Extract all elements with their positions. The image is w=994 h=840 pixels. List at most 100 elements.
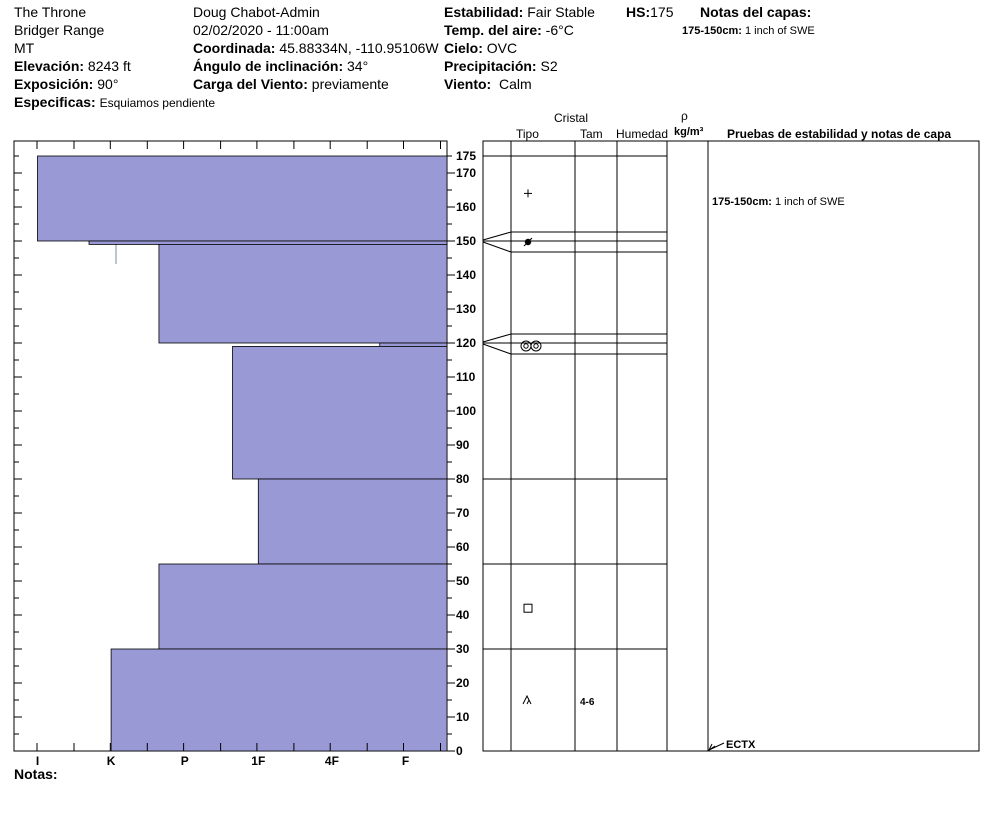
layer-comment-text: 1 inch of SWE — [775, 196, 845, 208]
profile-bar — [158, 243, 448, 344]
wind-label: Viento: — [444, 76, 492, 92]
layer-comment-range: 175-150cm: — [712, 196, 772, 208]
depth-tick-label: 150 — [456, 234, 476, 248]
layer-note-text: 1 inch of SWE — [745, 25, 815, 37]
elevation-value: 8243 ft — [87, 58, 131, 74]
grain-size-label: 4-6 — [580, 697, 595, 708]
hardness-tick-label: 1F — [251, 754, 265, 768]
slope-field: Ángulo de inclinación: 34° — [193, 58, 368, 74]
col-tipo: Tipo — [516, 127, 539, 141]
layer-table-frame — [482, 140, 980, 752]
profile-bar — [232, 345, 448, 480]
slope-value: 34° — [347, 58, 369, 74]
depth-tick-label: 100 — [456, 404, 476, 418]
hardness-tick-label: 4F — [325, 754, 339, 768]
profile-bar — [158, 563, 448, 650]
hardness-tick-label: P — [181, 754, 189, 768]
test-result-label: ECTX — [726, 739, 756, 751]
col-humedad: Humedad — [616, 127, 669, 141]
grain-symbol-ring — [530, 340, 542, 352]
depth-tick-label: 70 — [456, 506, 470, 520]
specifics-value: Esquiamos pendiente — [99, 96, 216, 110]
thin-layer-connector — [482, 343, 512, 355]
air-temp-label: Temp. del aire: — [444, 22, 542, 38]
depth-tick-label: 90 — [456, 438, 470, 452]
observer-name: Doug Chabot-Admin — [193, 4, 320, 20]
col-tam: Tam — [580, 127, 603, 141]
coord-label: Coordinada: — [193, 40, 276, 56]
aspect-label: Exposición: — [14, 76, 94, 92]
location-name: The Throne — [14, 4, 87, 20]
grain-symbol-depth-hoar — [522, 694, 532, 705]
sky-value: OVC — [486, 40, 518, 56]
grain-symbol-faceted — [523, 603, 533, 613]
notes-label: Notas: — [14, 766, 58, 782]
depth-tick-label: 10 — [456, 710, 470, 724]
hs-field: HS:175 — [626, 4, 673, 20]
depth-tick-label: 80 — [456, 472, 470, 486]
coordinate-field: Coordinada: 45.88334N, -110.95106W — [193, 40, 439, 56]
depth-tick-label: 160 — [456, 200, 476, 214]
wind-value: Calm — [498, 76, 532, 92]
col-density-unit: kg/m³ — [674, 126, 704, 138]
sky-label: Cielo: — [444, 40, 483, 56]
thin-layer-connector — [482, 333, 512, 343]
stability-label: Estabilidad: — [444, 4, 524, 20]
depth-tick-label: 30 — [456, 642, 470, 656]
depth-tick-label: 175 — [456, 149, 476, 163]
layer-comment: 175-150cm: 1 inch of SWE — [712, 194, 845, 210]
range-name: Bridger Range — [14, 22, 105, 38]
profile-bar — [379, 342, 448, 347]
air-temp-field: Temp. del aire: -6°C — [444, 22, 574, 38]
sky-field: Cielo: OVC — [444, 40, 517, 56]
elevation-label: Elevación: — [14, 58, 85, 74]
state-name: MT — [14, 40, 35, 56]
air-temp-value: -6°C — [545, 22, 574, 38]
specifics-label: Especificas: — [14, 94, 96, 110]
test-result-arrowhead — [707, 743, 716, 752]
depth-tick-label: 110 — [456, 370, 476, 384]
depth-tick-label: 170 — [456, 166, 476, 180]
specifics-field: Especificas: Esquiamos pendiente — [14, 94, 215, 111]
observation-datetime: 02/02/2020 - 11:00am — [193, 22, 329, 38]
stability-value: Fair Stable — [527, 4, 595, 20]
depth-tick-label: 130 — [456, 302, 476, 316]
thin-layer-connector — [482, 231, 512, 241]
wind-field: Viento: Calm — [444, 76, 532, 92]
depth-tick-label: 40 — [456, 608, 470, 622]
wind-load-field: Carga del Viento: previamente — [193, 76, 389, 92]
profile-bar — [37, 155, 448, 242]
depth-tick-label: 20 — [456, 676, 470, 690]
hs-value: 175 — [650, 4, 674, 20]
wind-load-label: Carga del Viento: — [193, 76, 308, 92]
profile-bar — [110, 648, 448, 752]
stability-field: Estabilidad: Fair Stable — [444, 4, 595, 20]
layer-note-range: 175-150cm: — [682, 25, 742, 37]
hardness-tick-label: I — [36, 754, 39, 768]
layer-notes-label: Notas del capas: — [700, 4, 812, 20]
thin-layer-connector — [482, 241, 512, 253]
grain-symbol-ring — [523, 343, 529, 349]
coord-value: 45.88334N, -110.95106W — [279, 40, 439, 56]
profile-bar — [88, 240, 448, 245]
hardness-tick-label: K — [107, 754, 116, 768]
wind-load-value: previamente — [311, 76, 389, 92]
depth-tick-label: 50 — [456, 574, 470, 588]
depth-tick-label: 140 — [456, 268, 476, 282]
grain-symbol-ring — [533, 343, 539, 349]
layer-notes-entry: 175-150cm: 1 inch of SWE — [682, 23, 815, 39]
depth-tick-label: 120 — [456, 336, 476, 350]
aspect-field: Exposición: 90° — [14, 76, 118, 92]
depth-tick-label: 0 — [456, 744, 463, 758]
grain-symbol-depth-hoar — [526, 699, 530, 705]
col-tests: Pruebas de estabilidad y notas de capa — [727, 127, 952, 141]
hardness-tick-label: F — [402, 754, 409, 768]
depth-tick-label: 60 — [456, 540, 470, 554]
precip-value: S2 — [540, 58, 558, 74]
precip-label: Precipitación: — [444, 58, 537, 74]
profile-bar — [257, 478, 448, 565]
hs-label: HS: — [626, 4, 651, 20]
precip-field: Precipitación: S2 — [444, 58, 558, 74]
slope-label: Ángulo de inclinación: — [193, 58, 344, 74]
